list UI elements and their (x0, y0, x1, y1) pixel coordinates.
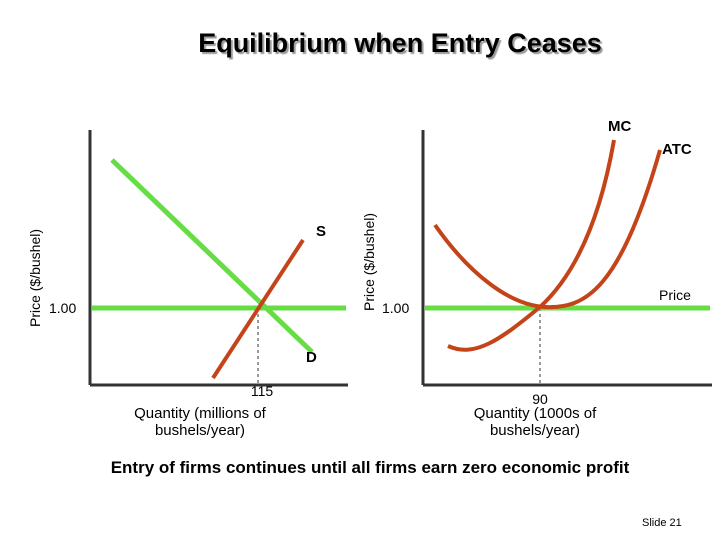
atc-curve (433, 149, 662, 310)
conclusion-text: Entry of firms continues until all firms… (110, 458, 630, 477)
slide-number: Slide 21 (642, 517, 682, 529)
supply-label: S (316, 223, 326, 240)
firm-price-tick: 1.00 (382, 300, 409, 316)
market-x-axis-label-line2: bushels/year) (154, 422, 246, 439)
firm-x-axis-label: Quantity (1000s of bushels/year) (455, 405, 615, 439)
market-y-axis-label: Price ($/bushel) (27, 229, 43, 327)
slide-title: Equilibrium when Entry Ceases (198, 28, 602, 58)
market-panel (88, 130, 348, 387)
mc-curve (447, 139, 616, 352)
mc-label: MC (608, 118, 631, 135)
firm-x-axis-label-line2: bushels/year) (489, 422, 581, 439)
demand-label: D (306, 349, 317, 366)
firm-panel (421, 130, 712, 387)
supply-curve (211, 238, 305, 380)
market-quantity-tick: 115 (251, 383, 274, 399)
market-x-axis-label-line1: Quantity (millions of (134, 405, 266, 422)
atc-label: ATC (662, 141, 692, 158)
firm-price-curve-label: Price (659, 287, 691, 303)
market-price-tick: 1.00 (49, 300, 76, 316)
demand-curve (110, 158, 314, 354)
firm-quantity-tick: 90 (532, 391, 548, 407)
firm-x-axis-label-line1: Quantity (1000s of (473, 405, 597, 422)
market-x-axis-label: Quantity (millions of bushels/year) (120, 405, 280, 439)
firm-y-axis-label: Price ($/bushel) (361, 213, 377, 311)
